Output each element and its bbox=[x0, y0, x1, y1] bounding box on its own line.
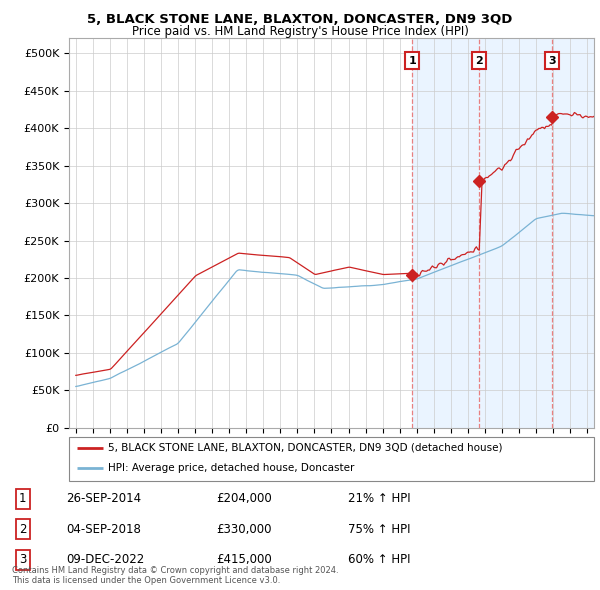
Text: 1: 1 bbox=[408, 56, 416, 66]
Text: 2: 2 bbox=[475, 56, 483, 66]
Text: 2: 2 bbox=[19, 523, 26, 536]
Text: £204,000: £204,000 bbox=[216, 492, 272, 505]
Text: 26-SEP-2014: 26-SEP-2014 bbox=[66, 492, 141, 505]
Bar bbox=[479, 38, 552, 428]
Text: 60% ↑ HPI: 60% ↑ HPI bbox=[348, 553, 410, 566]
Text: 3: 3 bbox=[19, 553, 26, 566]
Text: 3: 3 bbox=[548, 56, 556, 66]
Text: HPI: Average price, detached house, Doncaster: HPI: Average price, detached house, Donc… bbox=[109, 464, 355, 473]
Text: Price paid vs. HM Land Registry's House Price Index (HPI): Price paid vs. HM Land Registry's House … bbox=[131, 25, 469, 38]
Text: 1: 1 bbox=[19, 492, 26, 505]
Text: 09-DEC-2022: 09-DEC-2022 bbox=[66, 553, 144, 566]
Bar bbox=[412, 38, 479, 428]
Text: 04-SEP-2018: 04-SEP-2018 bbox=[66, 523, 141, 536]
Text: £330,000: £330,000 bbox=[216, 523, 271, 536]
Text: Contains HM Land Registry data © Crown copyright and database right 2024.
This d: Contains HM Land Registry data © Crown c… bbox=[12, 566, 338, 585]
FancyBboxPatch shape bbox=[69, 437, 594, 481]
Text: £415,000: £415,000 bbox=[216, 553, 272, 566]
Text: 75% ↑ HPI: 75% ↑ HPI bbox=[348, 523, 410, 536]
Text: 5, BLACK STONE LANE, BLAXTON, DONCASTER, DN9 3QD (detached house): 5, BLACK STONE LANE, BLAXTON, DONCASTER,… bbox=[109, 442, 503, 453]
Bar bbox=[552, 38, 594, 428]
Text: 5, BLACK STONE LANE, BLAXTON, DONCASTER, DN9 3QD: 5, BLACK STONE LANE, BLAXTON, DONCASTER,… bbox=[88, 13, 512, 26]
Text: 21% ↑ HPI: 21% ↑ HPI bbox=[348, 492, 410, 505]
